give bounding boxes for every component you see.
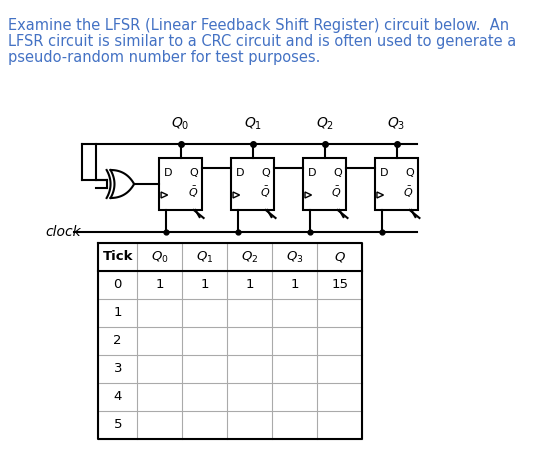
Text: $\mathit{Q}_1$: $\mathit{Q}_1$ (244, 115, 262, 132)
Text: D: D (163, 168, 172, 178)
Text: 1: 1 (291, 278, 299, 291)
Text: Q: Q (333, 168, 342, 178)
Text: 1: 1 (246, 278, 254, 291)
Text: LFSR circuit is similar to a CRC circuit and is often used to generate a: LFSR circuit is similar to a CRC circuit… (8, 34, 516, 49)
Text: clock: clock (45, 225, 81, 239)
Text: $Q$: $Q$ (334, 250, 345, 264)
Text: 5: 5 (114, 419, 122, 431)
FancyBboxPatch shape (375, 158, 418, 210)
Text: Tick: Tick (102, 251, 133, 263)
Text: Q: Q (189, 168, 198, 178)
Text: Q: Q (405, 168, 414, 178)
Text: $Q_1$: $Q_1$ (196, 250, 213, 265)
Text: 1: 1 (156, 278, 164, 291)
FancyBboxPatch shape (160, 158, 202, 210)
Text: 4: 4 (114, 391, 122, 403)
Text: 15: 15 (331, 278, 348, 291)
Text: D: D (379, 168, 388, 178)
Text: $\bar{Q}$: $\bar{Q}$ (259, 185, 270, 200)
FancyBboxPatch shape (231, 158, 274, 210)
Text: 3: 3 (114, 362, 122, 376)
Text: Q: Q (261, 168, 270, 178)
Text: $Q_0$: $Q_0$ (151, 250, 169, 265)
Text: 1: 1 (114, 306, 122, 320)
Text: 1: 1 (201, 278, 209, 291)
Text: Examine the LFSR (Linear Feedback Shift Register) circuit below.  An: Examine the LFSR (Linear Feedback Shift … (8, 18, 509, 33)
Text: $\mathit{Q}_2$: $\mathit{Q}_2$ (315, 115, 334, 132)
Text: 0: 0 (114, 278, 122, 291)
Text: D: D (236, 168, 244, 178)
Text: $\bar{Q}$: $\bar{Q}$ (188, 185, 198, 200)
FancyBboxPatch shape (303, 158, 346, 210)
Text: $\mathit{Q}_0$: $\mathit{Q}_0$ (171, 115, 190, 132)
Text: D: D (307, 168, 316, 178)
Text: $\bar{Q}$: $\bar{Q}$ (403, 185, 414, 200)
Text: pseudo-random number for test purposes.: pseudo-random number for test purposes. (8, 50, 321, 65)
Text: 2: 2 (114, 334, 122, 348)
Text: $Q_3$: $Q_3$ (286, 250, 303, 265)
Text: $\bar{Q}$: $\bar{Q}$ (331, 185, 342, 200)
Text: $Q_2$: $Q_2$ (241, 250, 259, 265)
Text: $\mathit{Q}_3$: $\mathit{Q}_3$ (388, 115, 406, 132)
